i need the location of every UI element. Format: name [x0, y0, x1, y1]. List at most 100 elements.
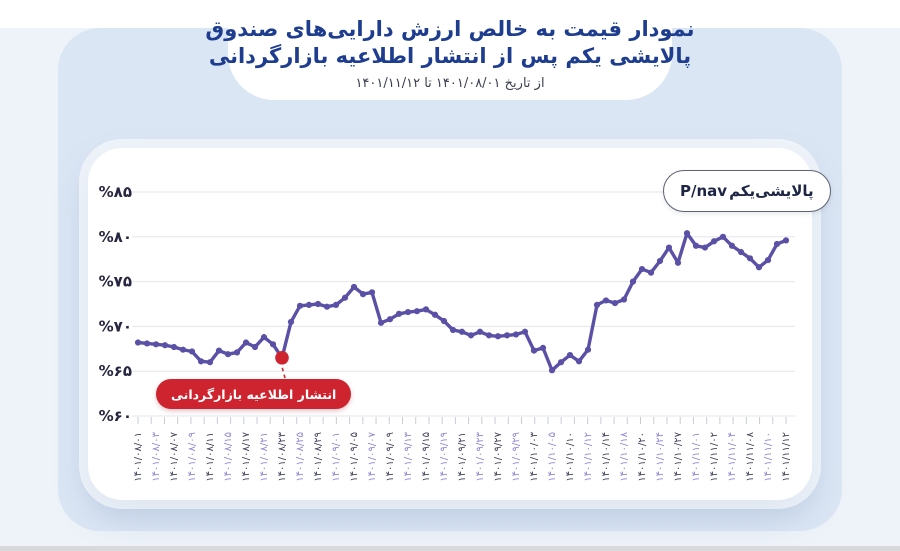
x-axis-label: ۱۴۰۱/۰۹/۱۹ [439, 432, 450, 482]
data-point-marker [134, 339, 142, 346]
x-axis-label: ۱۴۰۱/۰۸/۰۹ [187, 432, 198, 482]
data-point-marker [737, 248, 745, 256]
data-point-marker [620, 296, 628, 303]
page-title-line2: پالایشی یکم پس از انتشار اطلاعیه بازارگر… [208, 44, 692, 68]
data-point-marker [728, 242, 736, 249]
x-axis-label: ۱۴۰۱/۰۸/۰۳ [151, 431, 162, 481]
data-point-marker [503, 332, 511, 339]
data-point-marker [152, 341, 160, 348]
data-point-marker [431, 311, 439, 318]
data-point-marker [782, 237, 790, 244]
announcement-annotation-pill: انتشار اطلاعیه بازارگردانی [156, 379, 352, 409]
data-point-marker [305, 301, 313, 308]
data-point-marker [206, 359, 214, 366]
x-axis-label: ۱۴۰۱/۱۰/۲۴ [655, 432, 666, 482]
x-axis-label: ۱۴۰۱/۱۱/۱۰ [763, 432, 774, 482]
data-point-marker [764, 256, 772, 264]
x-axis-label: ۱۴۰۱/۰۸/۱۵ [223, 432, 234, 482]
y-axis-label: %۷۵ [99, 273, 132, 291]
data-point-marker [611, 300, 619, 307]
data-point-marker [575, 358, 583, 365]
x-axis-label: ۱۴۰۱/۰۸/۲۹ [313, 432, 324, 482]
page-title-line1: نمودار قیمت به خالص ارزش دارایی‌های صندو… [205, 17, 695, 41]
announcement-point-marker [275, 350, 289, 365]
data-point-marker [161, 342, 169, 349]
data-point-marker [251, 343, 259, 351]
bottom-edge-strip [0, 546, 900, 551]
data-point-marker [467, 332, 475, 339]
x-axis-label: ۱۴۰۱/۰۸/۰۷ [169, 431, 180, 481]
data-point-marker [332, 301, 340, 308]
data-point-marker [170, 343, 178, 351]
data-point-marker [539, 344, 547, 352]
y-axis-label: %۷۰ [99, 317, 132, 335]
data-point-marker [404, 308, 412, 316]
data-point-marker [143, 340, 151, 347]
data-point-marker [377, 319, 385, 326]
legend-latin-label: P/nav [680, 182, 728, 200]
data-point-marker [557, 359, 565, 366]
x-axis-label: ۱۴۰۱/۰۹/۲۹ [511, 432, 522, 482]
pnav-series-line [136, 231, 788, 373]
data-point-marker [593, 301, 601, 308]
y-axis-label: %۶۵ [99, 362, 132, 380]
data-point-marker [692, 242, 700, 249]
x-axis-label: ۱۴۰۱/۱۰/۲۰ [637, 432, 648, 482]
x-axis-label: ۱۴۰۱/۱۱/۰۴ [727, 432, 738, 482]
data-point-marker [359, 291, 367, 298]
y-axis-label: %۸۵ [99, 183, 132, 201]
data-point-marker [296, 302, 304, 309]
data-point-marker [494, 333, 502, 340]
data-point-marker [773, 240, 781, 248]
data-point-marker [647, 269, 655, 276]
data-point-marker [458, 328, 466, 335]
data-point-marker [440, 317, 448, 325]
data-point-marker [548, 367, 556, 374]
data-point-marker [512, 331, 520, 338]
x-axis-label: ۱۴۰۱/۰۸/۱۱ [205, 432, 216, 482]
data-point-marker [476, 328, 484, 335]
data-point-marker [179, 346, 187, 353]
header: نمودار قیمت به خالص ارزش دارایی‌های صندو… [170, 16, 730, 91]
y-axis-label: %۶۰ [99, 407, 132, 425]
data-point-marker [629, 278, 637, 285]
data-point-marker [746, 255, 754, 262]
data-point-marker [449, 326, 457, 334]
x-axis-label: ۱۴۰۱/۰۸/۲۵ [295, 432, 306, 482]
data-point-marker [260, 334, 268, 341]
x-axis-label: ۱۴۰۱/۰۹/۰۷ [367, 431, 378, 481]
x-axis-label: ۱۴۰۱/۱۱/۰۱ [691, 432, 702, 482]
data-point-marker [395, 310, 403, 317]
x-axis-label: ۱۴۰۱/۱۰/۱۲ [583, 432, 594, 482]
data-point-marker [314, 300, 322, 308]
x-axis-label: ۱۴۰۱/۰۹/۰۵ [349, 432, 360, 482]
data-point-marker [521, 328, 529, 335]
data-point-marker [755, 264, 763, 271]
x-axis-label: ۱۴۰۱/۱۰/۱۰ [565, 432, 576, 482]
data-point-marker [242, 339, 250, 346]
data-point-marker [197, 358, 205, 365]
data-point-marker [368, 289, 376, 296]
x-axis-label: ۱۴۰۱/۱۰/۲۷ [673, 431, 684, 481]
data-point-marker [287, 318, 295, 326]
annotation-connector-line [281, 366, 286, 379]
data-point-marker [530, 347, 538, 354]
data-point-marker [323, 303, 331, 310]
x-axis-label: ۱۴۰۱/۰۹/۲۳ [475, 431, 486, 481]
data-point-marker [188, 348, 196, 355]
data-point-marker [269, 341, 277, 348]
data-point-marker [683, 230, 691, 237]
x-axis-label: ۱۴۰۱/۰۸/۲۳ [277, 431, 288, 481]
data-point-marker [350, 283, 358, 291]
x-axis-label: ۱۴۰۱/۱۱/۰۲ [709, 432, 720, 482]
data-point-marker [638, 265, 646, 273]
legend-persian-label: پالایشی‌یکم [729, 182, 814, 200]
data-point-marker [224, 351, 232, 358]
page-subtitle: از تاریخ ۱۴۰۱/۰۸/۰۱ تا ۱۴۰۱/۱۱/۱۲ [355, 76, 545, 91]
x-axis-label: ۱۴۰۱/۰۸/۲۱ [259, 432, 270, 482]
data-point-marker [566, 351, 574, 359]
x-axis-label: ۱۴۰۱/۰۹/۱۳ [403, 431, 414, 481]
data-point-marker [422, 306, 430, 313]
